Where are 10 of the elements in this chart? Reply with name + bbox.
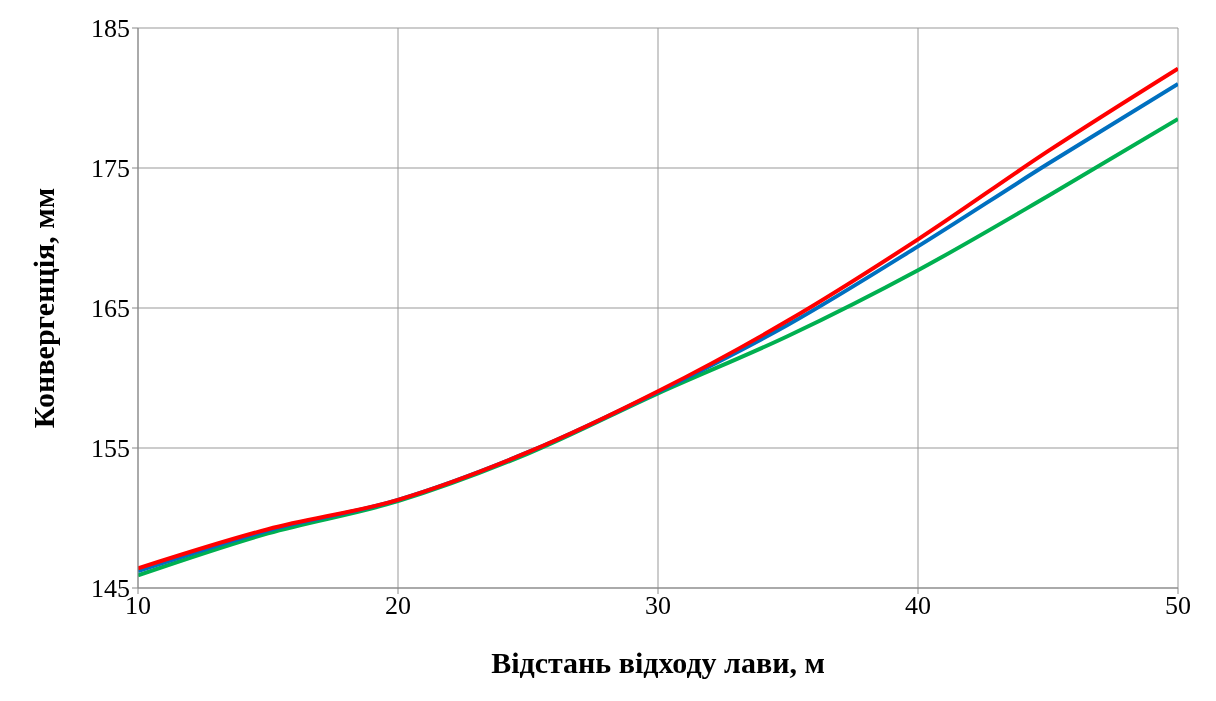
x-tick-label: 40 — [905, 591, 931, 621]
y-tick-label: 175 — [91, 154, 130, 184]
x-axis-title: Відстань відходу лави, м — [491, 646, 825, 679]
y-tick-label: 155 — [91, 434, 130, 464]
x-tick-label: 50 — [1165, 591, 1191, 621]
y-tick-label: 165 — [91, 294, 130, 324]
x-tick-label: 20 — [385, 591, 411, 621]
y-tick-label: 185 — [91, 14, 130, 44]
x-tick-label: 30 — [645, 591, 671, 621]
y-axis-title: Конвергенція, мм — [26, 187, 60, 429]
